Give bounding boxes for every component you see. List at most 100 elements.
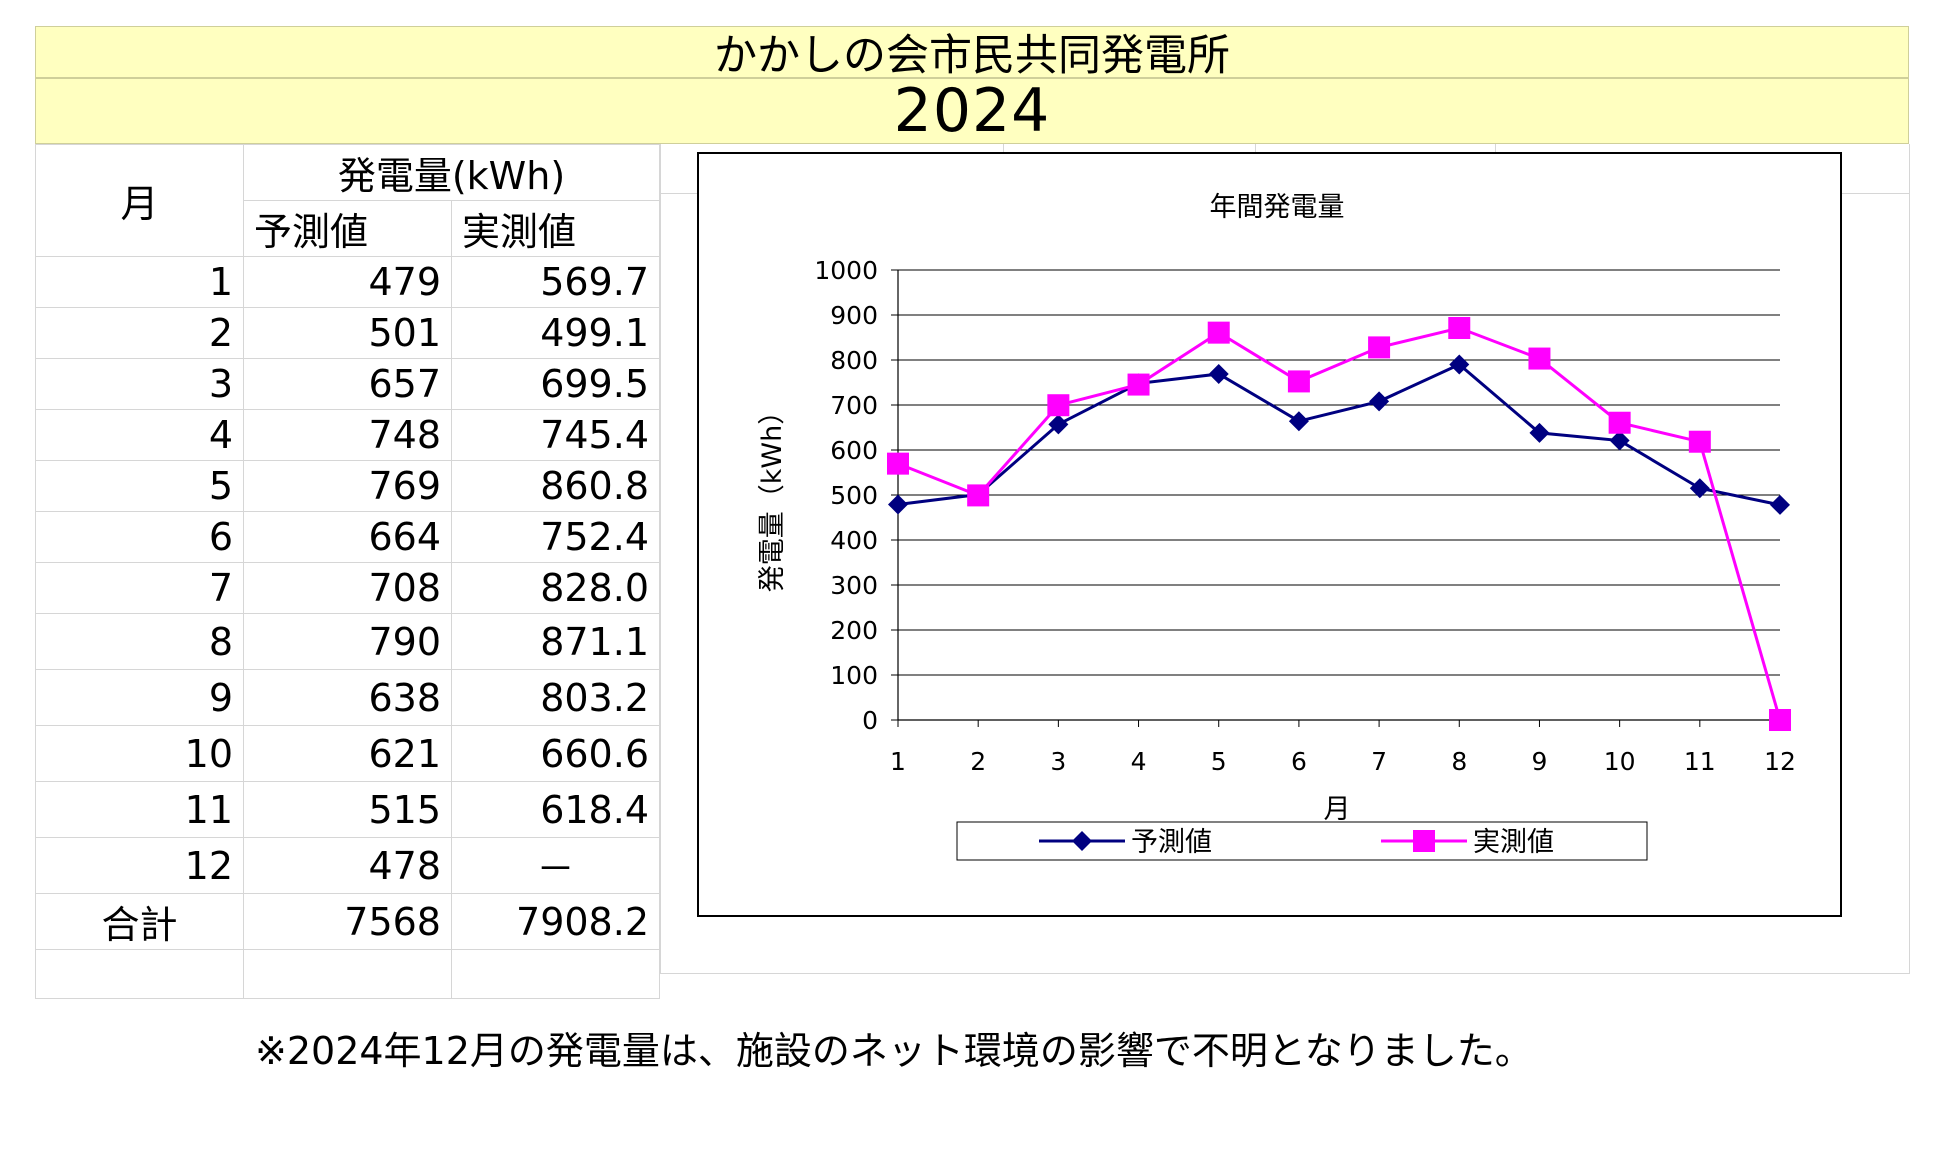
station-title: かかしの会市民共同発電所 (35, 26, 1909, 81)
cell-predicted: 479 (243, 256, 452, 308)
predicted-point (1529, 422, 1550, 443)
cell-month: 12 (35, 837, 244, 894)
actual-point (1688, 430, 1711, 453)
legend-marker (1072, 831, 1092, 851)
gridline (1003, 144, 1004, 152)
predicted-point (1609, 430, 1630, 451)
cell-predicted: 657 (243, 358, 452, 410)
cell-predicted: 769 (243, 460, 452, 512)
cell-predicted: 790 (243, 613, 452, 670)
y-tick-label: 700 (830, 391, 878, 420)
x-tick-label: 4 (1131, 747, 1147, 776)
footnote: ※2024年12月の発電量は、施設のネット環境の影響で不明となりました。 (255, 1029, 1533, 1073)
gridline (660, 144, 661, 974)
cell-month: 6 (35, 511, 244, 563)
cell-predicted: 708 (243, 562, 452, 614)
cell-month: 11 (35, 781, 244, 838)
actual-point (1287, 370, 1310, 393)
table-row: 2 501 499.1 (35, 307, 660, 359)
actual-point (1368, 336, 1391, 359)
x-tick-label: 2 (970, 747, 986, 776)
legend-marker (1413, 830, 1435, 852)
actual-point (1608, 411, 1631, 434)
table-row: 6 664 752.4 (35, 511, 660, 563)
table-row: 7 708 828.0 (35, 562, 660, 614)
x-tick-label: 7 (1371, 747, 1387, 776)
actual-point (1127, 373, 1150, 396)
generation-group-header: 発電量(kWh) (243, 144, 660, 201)
table-row: 12 478 － (35, 837, 660, 894)
actual-point (1448, 317, 1471, 340)
y-axis-label: 発電量（kWh） (757, 398, 788, 592)
table-header-row-1: 月 発電量(kWh) (35, 144, 660, 257)
total-actual: 7908.2 (451, 893, 660, 950)
cell-actual: 860.8 (451, 460, 660, 512)
month-header: 月 (35, 144, 244, 257)
x-tick-label: 10 (1604, 747, 1636, 776)
series-line-actual (897, 326, 1782, 721)
cell-predicted: 515 (243, 781, 452, 838)
y-tick-label: 1000 (814, 256, 878, 285)
cell-month: 2 (35, 307, 244, 359)
x-tick-label: 9 (1532, 747, 1548, 776)
cell-month: 7 (35, 562, 244, 614)
y-tick-label: 400 (830, 526, 878, 555)
actual-point (1769, 709, 1791, 731)
cell-predicted: 638 (243, 669, 452, 726)
y-tick-label: 200 (830, 616, 878, 645)
actual-point (1207, 321, 1230, 344)
predicted-header: 予測値 (243, 200, 452, 257)
x-tick-label: 6 (1291, 747, 1307, 776)
x-tick-label: 12 (1764, 747, 1796, 776)
x-tick-label: 5 (1211, 747, 1227, 776)
y-tick-label: 0 (862, 706, 878, 735)
predicted-point (1048, 414, 1069, 435)
empty-cell (243, 949, 452, 999)
total-predicted: 7568 (243, 893, 452, 950)
gridline (660, 973, 1910, 974)
table-row: 11 515 618.4 (35, 781, 660, 838)
predicted-point (1288, 411, 1309, 432)
legend-label: 実測値 (1473, 827, 1554, 858)
x-axis-label: 月 (1324, 794, 1351, 825)
predicted-point (1770, 494, 1790, 515)
year-title: 2024 (35, 76, 1909, 146)
table-row: 4 748 745.4 (35, 409, 660, 461)
cell-month: 10 (35, 725, 244, 782)
x-tick-label: 8 (1451, 747, 1467, 776)
predicted-point (888, 494, 908, 515)
cell-actual: － (451, 837, 660, 894)
table-row: 5 769 860.8 (35, 460, 660, 512)
table-row: 3 657 699.5 (35, 358, 660, 410)
legend-label: 予測値 (1131, 827, 1212, 858)
chart-title: 年間発電量 (1210, 192, 1345, 223)
gridline (1255, 144, 1256, 152)
table-header-row-2: 予測値 実測値 (36, 200, 660, 257)
table-row: 10 621 660.6 (35, 725, 660, 782)
actual-point (1047, 394, 1070, 417)
actual-point (887, 452, 909, 475)
cell-predicted: 621 (243, 725, 452, 782)
x-tick-label: 3 (1050, 747, 1066, 776)
table-row: 1 479 569.7 (35, 256, 660, 308)
cell-actual: 828.0 (451, 562, 660, 614)
cell-month: 3 (35, 358, 244, 410)
cell-actual: 745.4 (451, 409, 660, 461)
y-tick-label: 100 (830, 661, 878, 690)
total-row: 合計 7568 7908.2 (35, 893, 660, 950)
cell-actual: 871.1 (451, 613, 660, 670)
gridline (1909, 144, 1910, 974)
actual-point (1528, 347, 1551, 370)
cell-month: 1 (35, 256, 244, 308)
gridline (1495, 144, 1496, 152)
predicted-point (1369, 391, 1390, 412)
actual-header: 実測値 (451, 200, 660, 257)
cell-predicted: 478 (243, 837, 452, 894)
x-tick-label: 1 (890, 747, 906, 776)
annual-generation-chart: 年間発電量 0 100 200 300 400 500 600 700 800 900 1000 1 2 3… (697, 152, 1842, 917)
cell-month: 8 (35, 613, 244, 670)
cell-actual: 752.4 (451, 511, 660, 563)
cell-predicted: 748 (243, 409, 452, 461)
actual-point (967, 484, 990, 507)
